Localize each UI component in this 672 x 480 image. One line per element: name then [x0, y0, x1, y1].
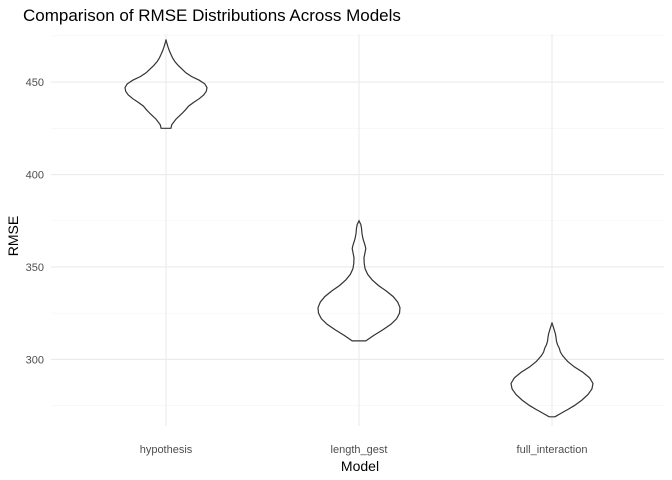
violin-length_gest [317, 219, 401, 342]
x-tick-label: length_gest [331, 444, 388, 456]
y-axis-label: RMSE [5, 216, 21, 256]
chart-title: Comparison of RMSE Distributions Across … [23, 6, 401, 25]
violins [124, 39, 594, 418]
x-axis-label: Model [341, 458, 379, 474]
minor-gridlines [51, 35, 664, 406]
violin-full_interaction [510, 322, 594, 418]
y-tick-label: 350 [26, 262, 44, 274]
y-tick-label: 450 [26, 77, 44, 89]
violin-hypothesis [124, 39, 208, 129]
y-tick-label: 300 [26, 354, 44, 366]
major-gridlines [51, 34, 664, 426]
y-tick-label: 400 [26, 170, 44, 182]
x-tick-label: full_interaction [517, 444, 588, 456]
x-tick-label: hypothesis [140, 444, 193, 456]
y-tick-labels: 300 350 400 450 [26, 77, 44, 366]
x-tick-labels: hypothesis length_gest full_interaction [140, 444, 588, 456]
